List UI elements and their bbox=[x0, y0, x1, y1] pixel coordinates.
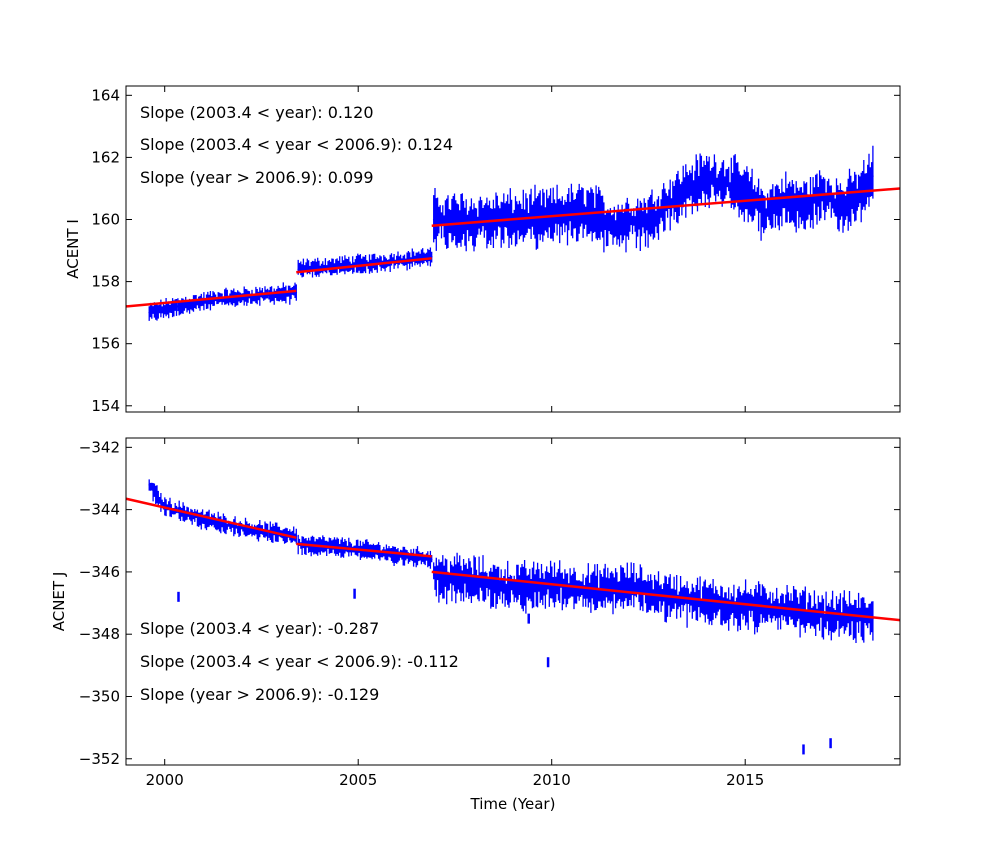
x-tick-label: 2015 bbox=[726, 771, 764, 789]
y-tick-label: −346 bbox=[79, 563, 120, 581]
y-tick-label: −348 bbox=[79, 625, 120, 643]
x-axis-label: Time (Year) bbox=[470, 795, 556, 813]
y-tick-label: 158 bbox=[91, 273, 120, 291]
y-tick-label: 160 bbox=[91, 211, 120, 229]
slope-annotation: Slope (2003.4 < year): -0.287 bbox=[140, 619, 379, 638]
slope-annotation: Slope (2003.4 < year < 2006.9): -0.112 bbox=[140, 652, 459, 671]
data-point bbox=[783, 200, 785, 202]
data-point bbox=[725, 181, 727, 183]
data-point bbox=[628, 587, 630, 589]
y-axis-label: ACENT I bbox=[64, 219, 82, 279]
y-tick-label: −344 bbox=[79, 501, 120, 519]
slope-annotation: Slope (2003.4 < year): 0.120 bbox=[140, 103, 374, 122]
x-tick-label: 2000 bbox=[146, 771, 184, 789]
slope-annotation: Slope (year > 2006.9): -0.129 bbox=[140, 685, 379, 704]
data-point bbox=[706, 178, 708, 180]
y-tick-label: 156 bbox=[91, 335, 120, 353]
data-point bbox=[648, 219, 650, 221]
panel-acnet-j: −342 −344 −346 −348 −350 −352 2000 2005 2010 2015… bbox=[50, 438, 900, 813]
x-tick-label: 2010 bbox=[533, 771, 571, 789]
data-point bbox=[590, 590, 592, 592]
data-point bbox=[433, 574, 435, 576]
data-outlier-point bbox=[353, 589, 356, 599]
data-point bbox=[872, 175, 874, 177]
y-tick-label: −350 bbox=[79, 687, 120, 705]
data-point bbox=[433, 219, 435, 221]
panel-acent-i: 154 156 158 160 162 164 ACENT I Slope (2003.4 <… bbox=[64, 86, 900, 415]
data-outlier-point bbox=[177, 592, 180, 602]
data-point bbox=[148, 484, 150, 486]
y-tick-label: 154 bbox=[91, 397, 120, 415]
data-point bbox=[183, 304, 185, 306]
data-point bbox=[628, 222, 630, 224]
data-point bbox=[431, 559, 433, 561]
y-tick-label: 162 bbox=[91, 148, 120, 166]
data-point bbox=[822, 615, 824, 617]
data-point bbox=[203, 518, 205, 520]
figure: 154 156 158 160 162 164 ACENT I Slope (2003.4 <… bbox=[0, 0, 1000, 850]
data-point bbox=[241, 528, 243, 530]
data-point bbox=[744, 605, 746, 607]
slope-annotation: Slope (2003.4 < year < 2006.9): 0.124 bbox=[140, 135, 453, 154]
data-point bbox=[841, 206, 843, 208]
data-point bbox=[686, 188, 688, 190]
data-point bbox=[802, 206, 804, 208]
data-point bbox=[512, 587, 514, 589]
data-point bbox=[148, 312, 150, 314]
data-point bbox=[474, 580, 476, 582]
y-tick-label: 164 bbox=[91, 86, 120, 104]
data-outlier-point bbox=[802, 744, 805, 754]
data-point bbox=[744, 191, 746, 193]
data-point bbox=[609, 225, 611, 227]
y-tick-label: −342 bbox=[79, 438, 120, 456]
data-point bbox=[297, 268, 299, 270]
data-point bbox=[706, 602, 708, 604]
data-outlier-point bbox=[527, 614, 530, 624]
y-axis-label: ACNET J bbox=[50, 572, 68, 632]
data-point bbox=[590, 209, 592, 211]
y-tick-label: −352 bbox=[79, 750, 120, 768]
data-point bbox=[764, 212, 766, 214]
data-outlier-point bbox=[547, 657, 550, 667]
plot-area bbox=[126, 438, 900, 765]
x-tick-label: 2005 bbox=[339, 771, 377, 789]
data-outlier-point bbox=[829, 738, 832, 748]
slope-annotation: Slope (year > 2006.9): 0.099 bbox=[140, 168, 374, 187]
data-point bbox=[667, 203, 669, 205]
